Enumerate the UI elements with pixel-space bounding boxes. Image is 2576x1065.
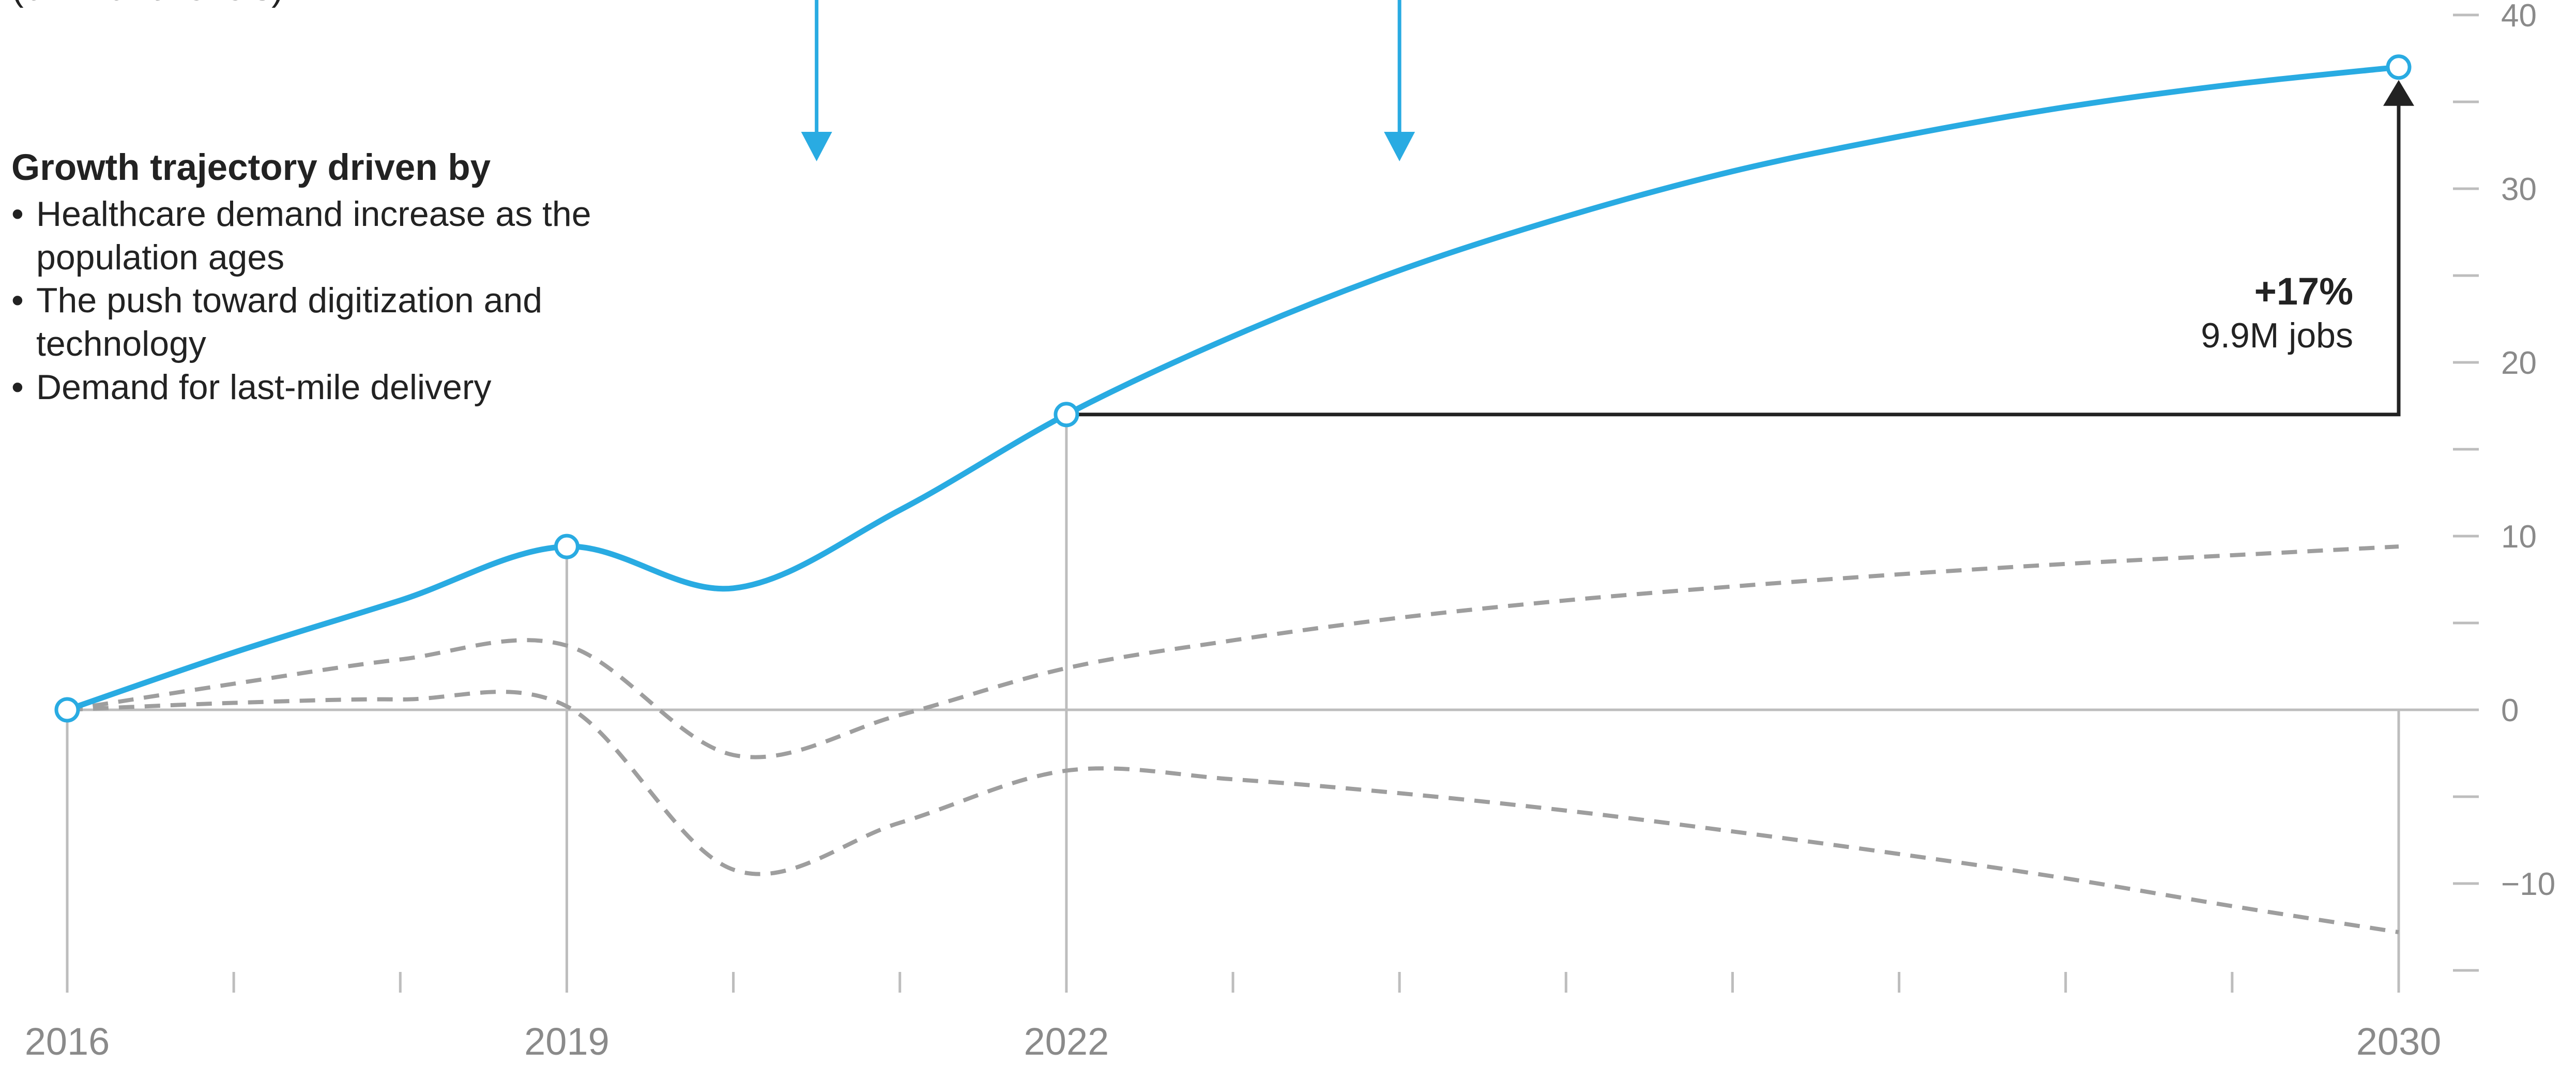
y-tick-label: 30	[2501, 172, 2537, 207]
annotation-item: • Healthcare demand increase as the popul…	[11, 194, 591, 277]
y-tick-label: 40	[2501, 0, 2537, 34]
main-trajectory-line	[66, 64, 2399, 713]
data-point-marker	[1054, 402, 1079, 428]
annotation-item-text: Healthcare demand increase as the popula…	[36, 194, 591, 277]
data-point-marker	[54, 697, 80, 723]
data-point-marker	[554, 534, 580, 559]
dashed-scenario-line	[67, 544, 2399, 759]
x-tick-label: 2030	[2356, 1020, 2442, 1063]
growth-drivers-annotation: Growth trajectory driven by • Healthcare …	[11, 146, 683, 409]
annotation-item-text: The push toward digitization and technol…	[36, 281, 543, 364]
event-arrowhead	[801, 132, 832, 161]
chart-subtitle-partial: (0 = 2016 levels)	[11, 0, 284, 9]
event-arrowhead	[1384, 132, 1415, 161]
callout-percent: +17%	[2254, 270, 2353, 313]
y-tick-label: −10	[2501, 866, 2555, 902]
callout-jobs: 9.9M jobs	[2201, 315, 2353, 355]
annotation-item: • Demand for last-mile delivery	[11, 367, 492, 407]
y-tick-label: 20	[2501, 345, 2537, 381]
annotation-title: Growth trajectory driven by	[11, 147, 491, 188]
growth-reference-arrowhead	[2383, 80, 2414, 106]
dashed-scenario-line	[67, 690, 2399, 935]
x-tick-label: 2022	[1024, 1020, 1109, 1063]
x-tick-label: 2019	[524, 1020, 609, 1063]
y-tick-label: 10	[2501, 519, 2537, 555]
growth-reference-line	[1066, 103, 2401, 417]
x-tick-label: 2016	[25, 1020, 110, 1063]
annotation-item: • The push toward digitization and techno…	[11, 281, 543, 364]
growth-callout: +17% 9.9M jobs	[2201, 269, 2353, 357]
data-point-marker	[2386, 54, 2412, 80]
y-tick-label: 0	[2501, 693, 2519, 728]
annotation-item-text: Demand for last-mile delivery	[36, 367, 492, 407]
